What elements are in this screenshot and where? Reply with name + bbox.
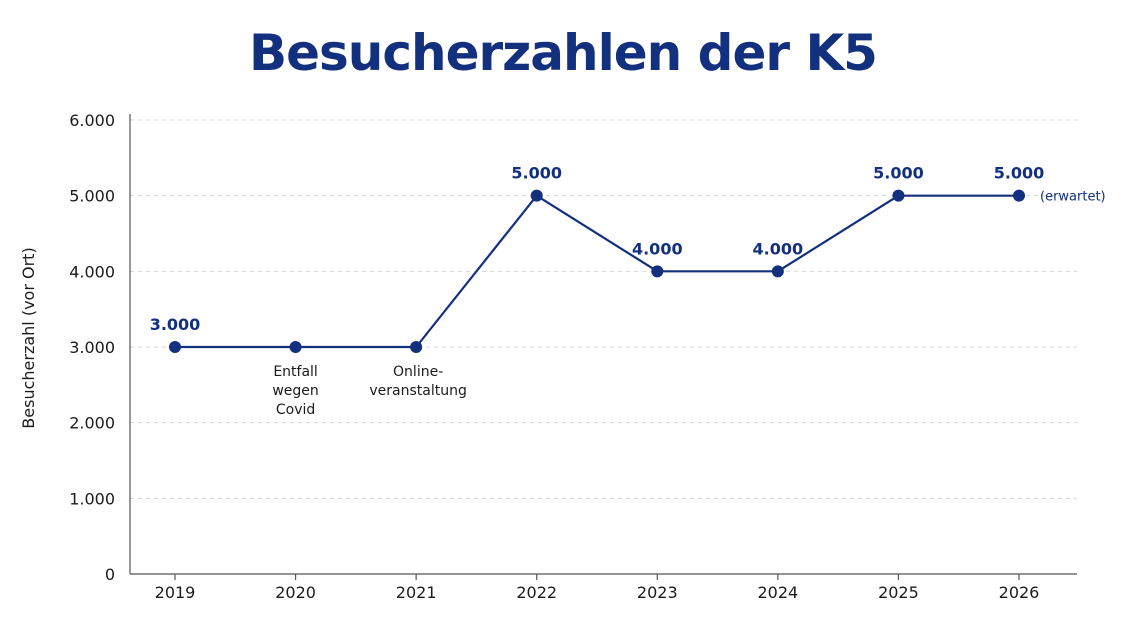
data-point: [892, 189, 905, 202]
annotation-line: Online-: [393, 364, 443, 380]
annotations: Entfall wegen Covid Online-veranstaltung (er…: [272, 190, 1105, 418]
series-line: [175, 194, 1019, 349]
y-tick-label: 3.000: [69, 338, 115, 357]
y-tick-label: 6.000: [69, 111, 115, 130]
annotation-line: wegen: [272, 383, 318, 399]
x-tick-labels: 2019 2020 2021 2022 2023 2024 2025 2026: [155, 583, 1040, 602]
data-point: [169, 341, 181, 353]
y-tick-label: 5.000: [69, 187, 115, 206]
y-tick-label: 1.000: [69, 489, 115, 508]
y-tick-label: 2.000: [69, 414, 115, 433]
data-label: 5.000: [873, 164, 924, 183]
x-tick-label: 2023: [637, 583, 678, 602]
y-axis-label: Besucherzahl (vor Ort): [19, 247, 38, 428]
x-tick-label: 2021: [396, 583, 437, 602]
data-label: 4.000: [632, 239, 683, 258]
annotation-line: Entfall: [273, 364, 318, 380]
annotation: (erwartet): [1040, 190, 1106, 205]
annotation-line: veranstaltung: [369, 383, 466, 399]
axes: [129, 114, 1077, 580]
data-label: 4.000: [753, 239, 804, 258]
data-point: [651, 265, 664, 278]
data-points: [169, 189, 1025, 353]
y-tick-labels: 0 1.000 2.000 3.000 4.000 5.000 6.000: [69, 111, 115, 584]
y-tick-label: 4.000: [69, 262, 115, 281]
chart-title: Besucherzahlen der K5: [249, 24, 877, 82]
data-point: [1013, 189, 1025, 202]
annotation-line: Covid: [276, 402, 315, 418]
data-point: [289, 341, 302, 353]
x-tick-label: 2019: [155, 583, 196, 602]
x-tick-label: 2024: [757, 583, 798, 602]
x-tick-label: 2026: [999, 583, 1040, 602]
x-tick-label: 2022: [516, 583, 557, 602]
data-label: 5.000: [994, 164, 1045, 183]
x-tick-label: 2020: [275, 583, 316, 602]
data-label: 3.000: [150, 315, 201, 334]
data-point: [410, 341, 423, 353]
data-point: [530, 189, 543, 202]
x-tick-label: 2025: [878, 583, 919, 602]
data-point: [771, 265, 784, 278]
data-label: 5.000: [511, 164, 562, 183]
y-tick-label: 0: [105, 565, 115, 584]
data-labels: 3.000 5.000 4.000 4.000 5.000 5.000: [150, 164, 1045, 334]
gridlines: [130, 119, 1077, 499]
series-polyline: [175, 194, 1019, 349]
